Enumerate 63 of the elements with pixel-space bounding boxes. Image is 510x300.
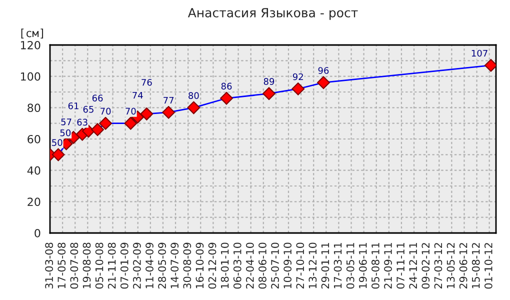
y-tick-label: 0 <box>34 228 40 238</box>
x-tick-label: 27-03-12 <box>434 243 442 289</box>
x-tick-label: 02-12-09 <box>208 242 216 289</box>
x-tick-label: 08-06-10 <box>258 242 266 289</box>
x-tick-label: 29-06-12 <box>459 243 468 289</box>
x-tick-label: 25-07-10 <box>271 242 279 289</box>
x-tick-label: 14-07-09 <box>170 242 179 288</box>
x-tick-label: 17-03-11 <box>334 242 342 288</box>
x-tick-label: 11-04-09 <box>146 242 154 288</box>
data-label: 74 <box>132 92 143 99</box>
y-axis-title: [см] <box>21 28 44 39</box>
y-tick-label: 40 <box>27 166 40 175</box>
data-label: 66 <box>92 94 103 102</box>
y-tick-label: 80 <box>28 104 40 112</box>
x-tick-label: 10-09-10 <box>284 242 292 288</box>
x-tick-label: 01-10-12 <box>484 243 492 289</box>
data-label: 63 <box>77 118 88 126</box>
x-tick-label: 22-04-10 <box>246 242 254 289</box>
x-tick-label: 29-01-11 <box>321 242 330 289</box>
data-label: 77 <box>164 96 174 104</box>
x-tick-label: 18-01-10 <box>220 242 229 288</box>
x-tick-label: 19-08-08 <box>82 242 91 288</box>
x-tick-label: 31-03-08 <box>45 242 54 289</box>
x-tick-label: 15-08-12 <box>472 243 480 288</box>
x-tick-label: 05-08-11 <box>372 242 380 289</box>
data-label: 76 <box>142 78 152 86</box>
x-tick-label: 21-09-11 <box>384 242 392 289</box>
data-label: 65 <box>83 106 94 113</box>
x-tick-label: 05-10-08 <box>95 242 104 289</box>
x-tick-label: 28-05-09 <box>158 242 166 289</box>
data-label: 92 <box>292 73 303 80</box>
data-label: 86 <box>221 82 232 90</box>
x-tick-label: 23-02-09 <box>133 242 141 289</box>
x-tick-label: 07-01-09 <box>120 242 128 289</box>
y-tick-label: 60 <box>28 134 40 144</box>
chart-title: Анастасия Языкова - рост <box>188 8 358 20</box>
y-tick-label: 120 <box>20 40 40 50</box>
x-tick-label: 03-07-08 <box>70 242 78 289</box>
x-tick-label: 13-12-10 <box>308 242 317 288</box>
x-tick-label: 03-05-11 <box>346 242 354 289</box>
x-tick-label: 30-08-09 <box>183 242 192 289</box>
x-tick-label: 16-10-09 <box>196 242 204 288</box>
x-tick-label: 17-05-08 <box>58 242 66 288</box>
data-label: 57 <box>61 118 72 126</box>
y-tick-label: 100 <box>20 72 40 81</box>
data-label: 89 <box>264 78 274 85</box>
x-tick-label: 06-03-10 <box>233 242 242 289</box>
data-label: 70 <box>126 108 136 115</box>
data-label: 50 <box>60 129 71 136</box>
x-tick-label: 21-11-08 <box>108 242 116 289</box>
y-tick-label: 20 <box>28 198 40 206</box>
x-tick-label: 13-05-12 <box>446 243 455 288</box>
data-label: 96 <box>318 67 329 74</box>
data-label: 61 <box>68 102 78 110</box>
x-tick-label: 07-11-11 <box>396 242 404 289</box>
x-tick-label: 19-06-11 <box>358 242 367 288</box>
data-label: 80 <box>188 92 199 99</box>
x-tick-label: 24-12-11 <box>409 242 417 289</box>
data-label: 70 <box>100 108 111 115</box>
x-tick-label: 27-10-10 <box>296 242 304 289</box>
data-label: 50 <box>52 139 62 146</box>
data-label: 107 <box>472 50 488 57</box>
x-tick-label: 09-02-12 <box>422 243 430 289</box>
